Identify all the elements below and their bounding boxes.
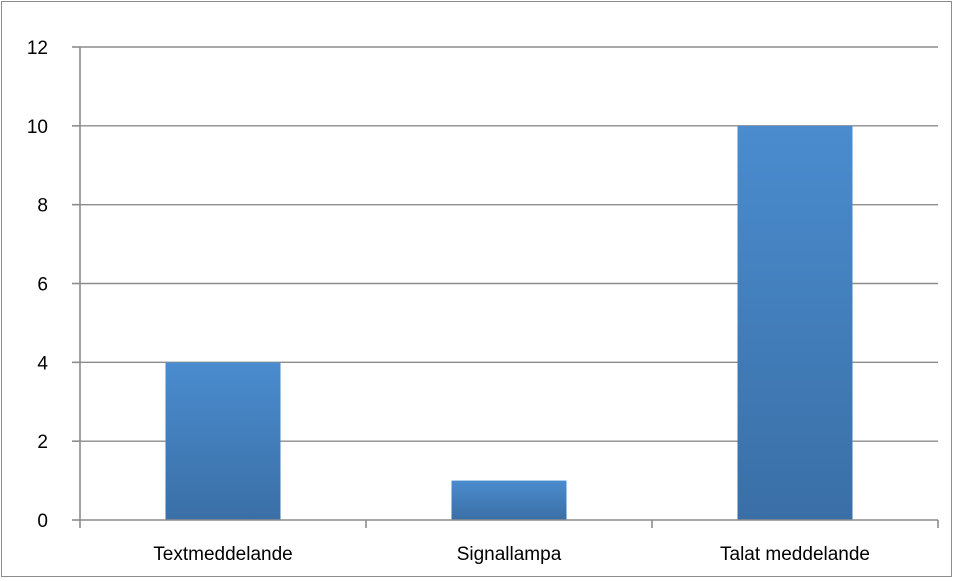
y-axis-tick-labels: 0 2 4 6 8 10 12 [27,38,49,532]
x-category-label: Signallampa [457,544,562,565]
y-tick-label: 8 [37,196,48,217]
bar [737,125,853,520]
bars [165,125,853,520]
y-tick-label: 2 [37,432,48,453]
x-category-label: Talat meddelande [720,544,870,565]
y-tick-label: 4 [37,353,48,374]
axes [79,47,939,528]
y-tick-label: 6 [37,275,48,296]
x-category-label: Textmeddelande [153,544,292,565]
y-tick-label: 12 [27,38,48,59]
y-tick-label: 0 [37,511,48,532]
bar [165,362,281,520]
x-axis-tick-labels: Textmeddelande Signallampa Talat meddeland… [153,544,870,565]
bar [451,480,567,520]
y-tick-label: 10 [27,117,48,138]
